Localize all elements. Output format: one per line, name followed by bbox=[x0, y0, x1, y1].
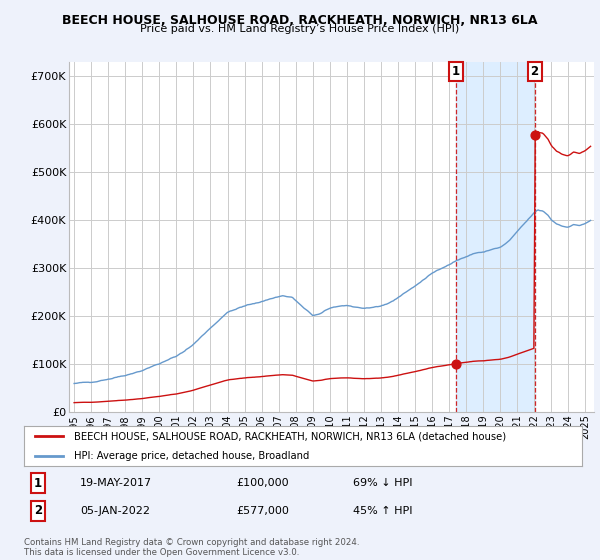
Text: £577,000: £577,000 bbox=[236, 506, 289, 516]
Text: 2: 2 bbox=[34, 504, 42, 517]
Text: HPI: Average price, detached house, Broadland: HPI: Average price, detached house, Broa… bbox=[74, 451, 310, 461]
Text: 2: 2 bbox=[530, 65, 539, 78]
Text: 1: 1 bbox=[34, 477, 42, 490]
Text: Contains HM Land Registry data © Crown copyright and database right 2024.
This d: Contains HM Land Registry data © Crown c… bbox=[24, 538, 359, 557]
Bar bbox=[455, 62, 535, 412]
Point bbox=[451, 359, 460, 368]
Text: 19-MAY-2017: 19-MAY-2017 bbox=[80, 478, 152, 488]
Text: Price paid vs. HM Land Registry’s House Price Index (HPI): Price paid vs. HM Land Registry’s House … bbox=[140, 24, 460, 34]
Text: 69% ↓ HPI: 69% ↓ HPI bbox=[353, 478, 413, 488]
Text: £100,000: £100,000 bbox=[236, 478, 289, 488]
Text: 45% ↑ HPI: 45% ↑ HPI bbox=[353, 506, 413, 516]
Text: 05-JAN-2022: 05-JAN-2022 bbox=[80, 506, 150, 516]
Point bbox=[530, 130, 539, 139]
Text: 1: 1 bbox=[452, 65, 460, 78]
Text: BEECH HOUSE, SALHOUSE ROAD, RACKHEATH, NORWICH, NR13 6LA (detached house): BEECH HOUSE, SALHOUSE ROAD, RACKHEATH, N… bbox=[74, 432, 506, 441]
Text: BEECH HOUSE, SALHOUSE ROAD, RACKHEATH, NORWICH, NR13 6LA: BEECH HOUSE, SALHOUSE ROAD, RACKHEATH, N… bbox=[62, 14, 538, 27]
